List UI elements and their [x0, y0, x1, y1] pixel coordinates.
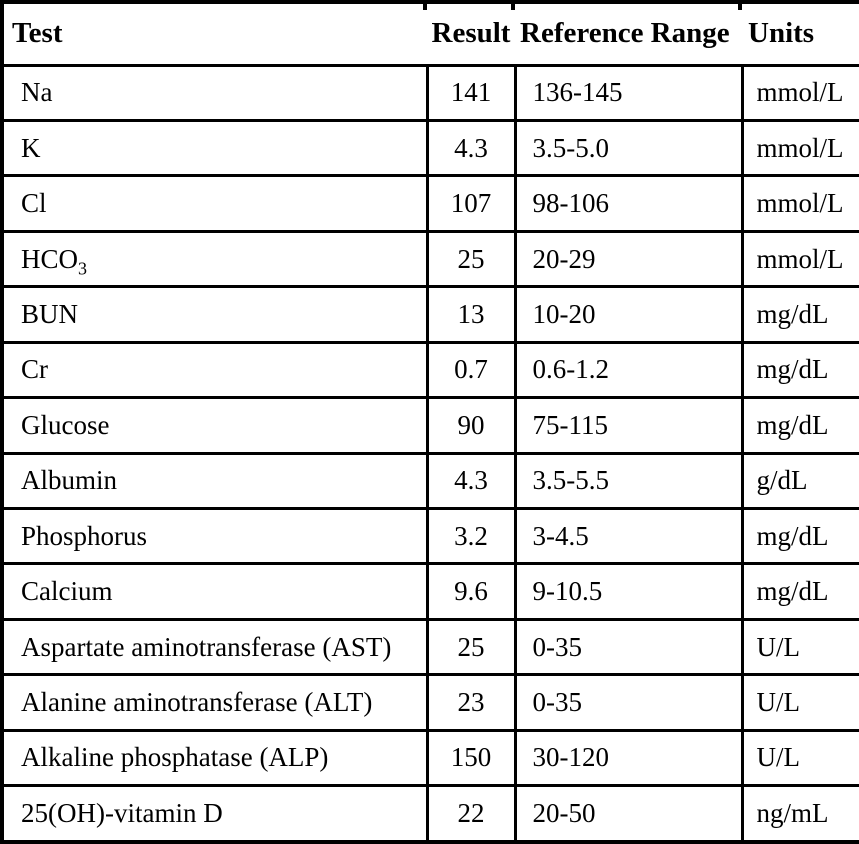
table-row: Phosphorus 3.2 3-4.5 mg/dL	[0, 506, 859, 566]
test-name-subscript: 3	[78, 257, 88, 278]
cell-result: 90	[425, 396, 517, 455]
cell-test-name: K	[0, 118, 429, 178]
cell-units: mmol/L	[740, 118, 859, 178]
cell-units: U/L	[740, 728, 859, 788]
test-name-text: Alkaline phosphatase (ALP)	[21, 742, 329, 773]
test-name-text: Glucose	[21, 409, 110, 440]
table-row: K 4.3 3.5-5.0 mmol/L	[0, 118, 859, 178]
cell-test-name: Cl	[0, 174, 429, 233]
cell-reference-range: 30-120	[513, 728, 744, 788]
table-row: Na 141 136-145 mmol/L	[0, 63, 859, 122]
cell-units: U/L	[740, 673, 859, 732]
cell-units: mg/dL	[740, 340, 859, 400]
cell-test-name: HCO3	[0, 229, 429, 289]
cell-reference-range: 3-4.5	[513, 506, 744, 566]
test-name-text: Phosphorus	[21, 520, 148, 551]
cell-reference-range: 20-50	[513, 784, 744, 844]
cell-units: mg/dL	[740, 506, 859, 566]
cell-units: mmol/L	[740, 63, 859, 122]
cell-reference-range: 0.6-1.2	[513, 340, 744, 400]
cell-test-name: Glucose	[0, 396, 429, 455]
cell-reference-range: 98-106	[513, 174, 744, 233]
cell-reference-range: 75-115	[513, 396, 744, 455]
cell-reference-range: 20-29	[513, 229, 744, 289]
cell-test-name: Albumin	[0, 451, 429, 511]
table-row: BUN 13 10-20 mg/dL	[0, 285, 859, 344]
table-body: Na 141 136-145 mmol/L K 4.3 3.5-5.0 mmol/L Cl 107…	[0, 63, 859, 844]
cell-test-name: Cr	[0, 340, 429, 400]
cell-result: 141	[425, 63, 517, 122]
cell-result: 9.6	[425, 562, 517, 621]
cell-reference-range: 3.5-5.5	[513, 451, 744, 511]
cell-units: g/dL	[740, 451, 859, 511]
table-row: HCO3 25 20-29 mmol/L	[0, 229, 859, 289]
test-name-text: HCO	[21, 243, 79, 274]
cell-result: 150	[425, 728, 517, 788]
cell-result: 25	[425, 229, 517, 289]
table-row: Cl 107 98-106 mmol/L	[0, 174, 859, 233]
header-cell-test: Test	[2, 2, 427, 67]
header-row: Test Result Reference Range Units	[2, 2, 859, 67]
cell-test-name: Calcium	[0, 562, 429, 621]
table-row: Alkaline phosphatase (ALP) 150 30-120 U/L	[0, 728, 859, 788]
table-header: Test Result Reference Range Units	[2, 2, 859, 67]
cell-reference-range: 10-20	[513, 285, 744, 344]
cell-result: 107	[425, 174, 517, 233]
cell-test-name: Aspartate aminotransferase (AST)	[0, 617, 429, 677]
test-name-text: K	[21, 132, 41, 163]
cell-units: mg/dL	[740, 285, 859, 344]
cell-test-name: Alkaline phosphatase (ALP)	[0, 728, 429, 788]
cell-result: 3.2	[425, 506, 517, 566]
test-name-text: Cr	[21, 354, 48, 385]
cell-reference-range: 0-35	[513, 673, 744, 732]
cell-test-name: Na	[0, 63, 429, 122]
cell-result: 13	[425, 285, 517, 344]
cell-result: 25	[425, 617, 517, 677]
cell-test-name: Phosphorus	[0, 506, 429, 566]
test-name-text: Aspartate aminotransferase (AST)	[21, 631, 392, 662]
cell-reference-range: 9-10.5	[513, 562, 744, 621]
cell-result: 4.3	[425, 118, 517, 178]
cell-units: U/L	[740, 617, 859, 677]
cell-units: mmol/L	[740, 229, 859, 289]
header-cell-result: Result	[427, 2, 515, 67]
table-row: Albumin 4.3 3.5-5.5 g/dL	[0, 451, 859, 511]
cell-units: mmol/L	[740, 174, 859, 233]
cell-result: 0.7	[425, 340, 517, 400]
cell-reference-range: 0-35	[513, 617, 744, 677]
table-row: Alanine aminotransferase (ALT) 23 0-35 U/L	[0, 673, 859, 732]
cell-test-name: Alanine aminotransferase (ALT)	[0, 673, 429, 732]
cell-reference-range: 136-145	[513, 63, 744, 122]
cell-test-name: 25(OH)-vitamin D	[0, 784, 429, 844]
header-column-tick	[738, 0, 742, 10]
test-name-text: Cl	[21, 188, 47, 219]
table-row: Calcium 9.6 9-10.5 mg/dL	[0, 562, 859, 621]
cell-result: 23	[425, 673, 517, 732]
cell-result: 4.3	[425, 451, 517, 511]
table-row: Cr 0.7 0.6-1.2 mg/dL	[0, 340, 859, 400]
cell-test-name: BUN	[0, 285, 429, 344]
table-row: 25(OH)-vitamin D 22 20-50 ng/mL	[0, 784, 859, 844]
table-row: Aspartate aminotransferase (AST) 25 0-35 U/…	[0, 617, 859, 677]
cell-units: mg/dL	[740, 562, 859, 621]
header-cell-units: Units	[742, 2, 859, 67]
table-row: Glucose 90 75-115 mg/dL	[0, 396, 859, 455]
cell-units: ng/mL	[740, 784, 859, 844]
header-cell-reference-range: Reference Range	[515, 2, 742, 67]
cell-reference-range: 3.5-5.0	[513, 118, 744, 178]
test-name-text: 25(OH)-vitamin D	[21, 798, 223, 829]
test-name-text: Alanine aminotransferase (ALT)	[21, 687, 373, 718]
test-name-text: Albumin	[21, 465, 118, 496]
cell-result: 22	[425, 784, 517, 844]
test-name-text: BUN	[21, 298, 79, 329]
cell-units: mg/dL	[740, 396, 859, 455]
header-column-tick	[511, 0, 515, 10]
test-name-text: Na	[21, 77, 53, 108]
header-column-tick	[423, 0, 427, 10]
test-name-text: Calcium	[21, 576, 113, 607]
